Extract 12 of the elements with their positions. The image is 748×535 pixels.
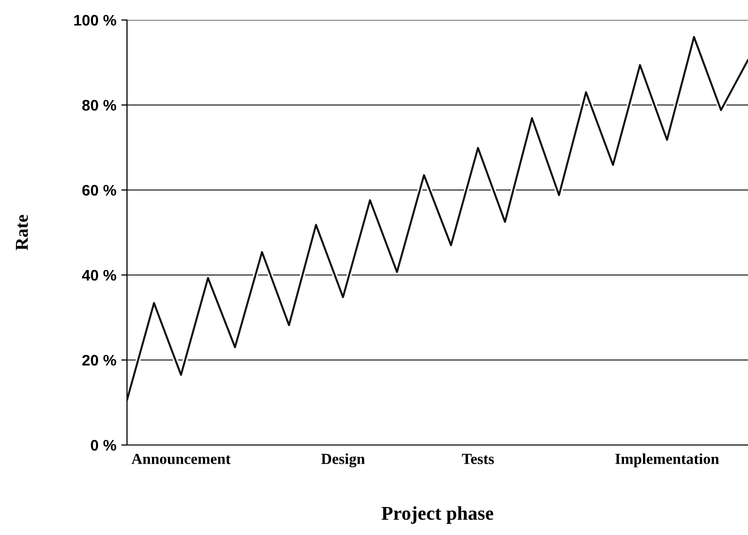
- y-axis-title: Rate: [16, 214, 28, 250]
- x-tick-label: Implementation: [615, 453, 719, 468]
- y-tick-label: 40 %: [82, 270, 116, 281]
- y-tick-label: 60 %: [82, 184, 116, 196]
- x-tick-label: Design: [321, 453, 365, 468]
- x-axis-title: Project phase: [382, 506, 494, 524]
- y-tick-label: 100 %: [74, 14, 116, 26]
- y-tick-label: 80 %: [82, 100, 116, 111]
- x-tick-label: Tests: [462, 454, 494, 464]
- y-tick-label: 0 %: [90, 440, 116, 451]
- x-tick-label: Announcement: [131, 454, 231, 464]
- y-tick-label: 20 %: [82, 354, 116, 366]
